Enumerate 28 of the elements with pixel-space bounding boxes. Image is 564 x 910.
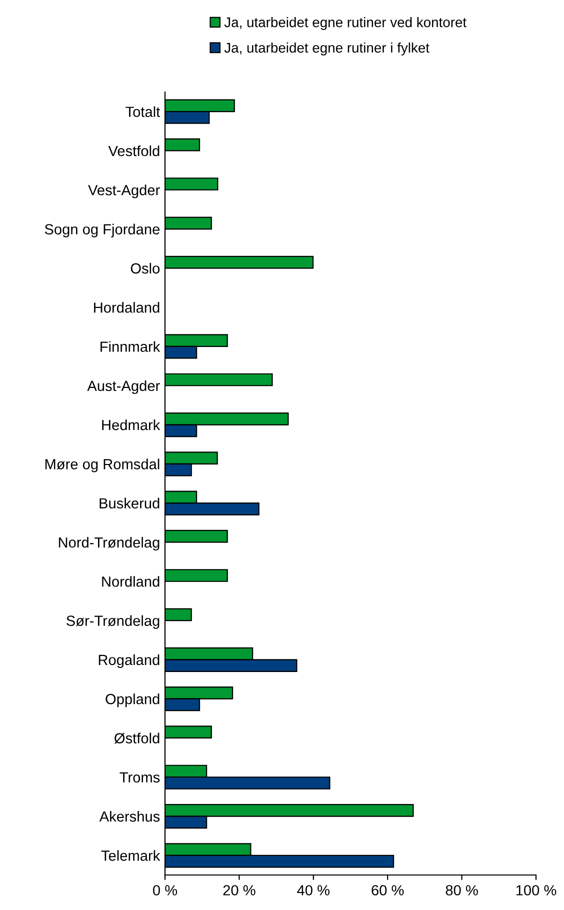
x-tick-label: 40 % [297, 885, 330, 896]
x-tick-label: 0 % [153, 885, 178, 896]
y-tick-label: Telemark [101, 850, 160, 861]
y-tick-label: Aust-Agder [87, 380, 160, 394]
legend-label: Ja, utarbeidet egne rutiner i fylket [224, 42, 430, 56]
y-tick-label: Østfold [114, 732, 160, 744]
y-tick-label: Finnmark [100, 341, 160, 352]
y-tick-label: Hedmark [102, 419, 160, 430]
y-tick-label: Akershus [99, 810, 160, 822]
y-tick-label: Oslo [130, 262, 160, 274]
y-tick-label: Sør-Trøndelag [66, 615, 160, 629]
y-tick-label: Sogn og Fjordane [44, 224, 160, 238]
y-tick-label: Vest-Agder [88, 184, 160, 198]
x-tick-label: 100 % [516, 885, 556, 896]
y-tick-label: Vestfold [108, 145, 160, 156]
y-tick-label: Nordland [102, 576, 160, 587]
y-tick-label: Oppland [106, 694, 160, 708]
y-tick-label: Rogaland [98, 654, 160, 668]
y-tick-label: Troms [120, 772, 160, 783]
y-tick-label: Nord-Trøndelag [58, 536, 160, 551]
legend-label: Ja, utarbeidet egne rutiner ved kontoret [224, 17, 466, 30]
y-tick-label: Totalt [126, 106, 160, 118]
x-tick-label: 20 % [223, 885, 256, 896]
y-tick-label: Buskerud [100, 498, 160, 509]
x-tick-label: 80 % [446, 885, 478, 896]
y-tick-label: Møre og Romsdal [45, 458, 160, 472]
x-tick-label: 60 % [372, 885, 404, 896]
y-tick-label: Hordaland [94, 302, 160, 313]
